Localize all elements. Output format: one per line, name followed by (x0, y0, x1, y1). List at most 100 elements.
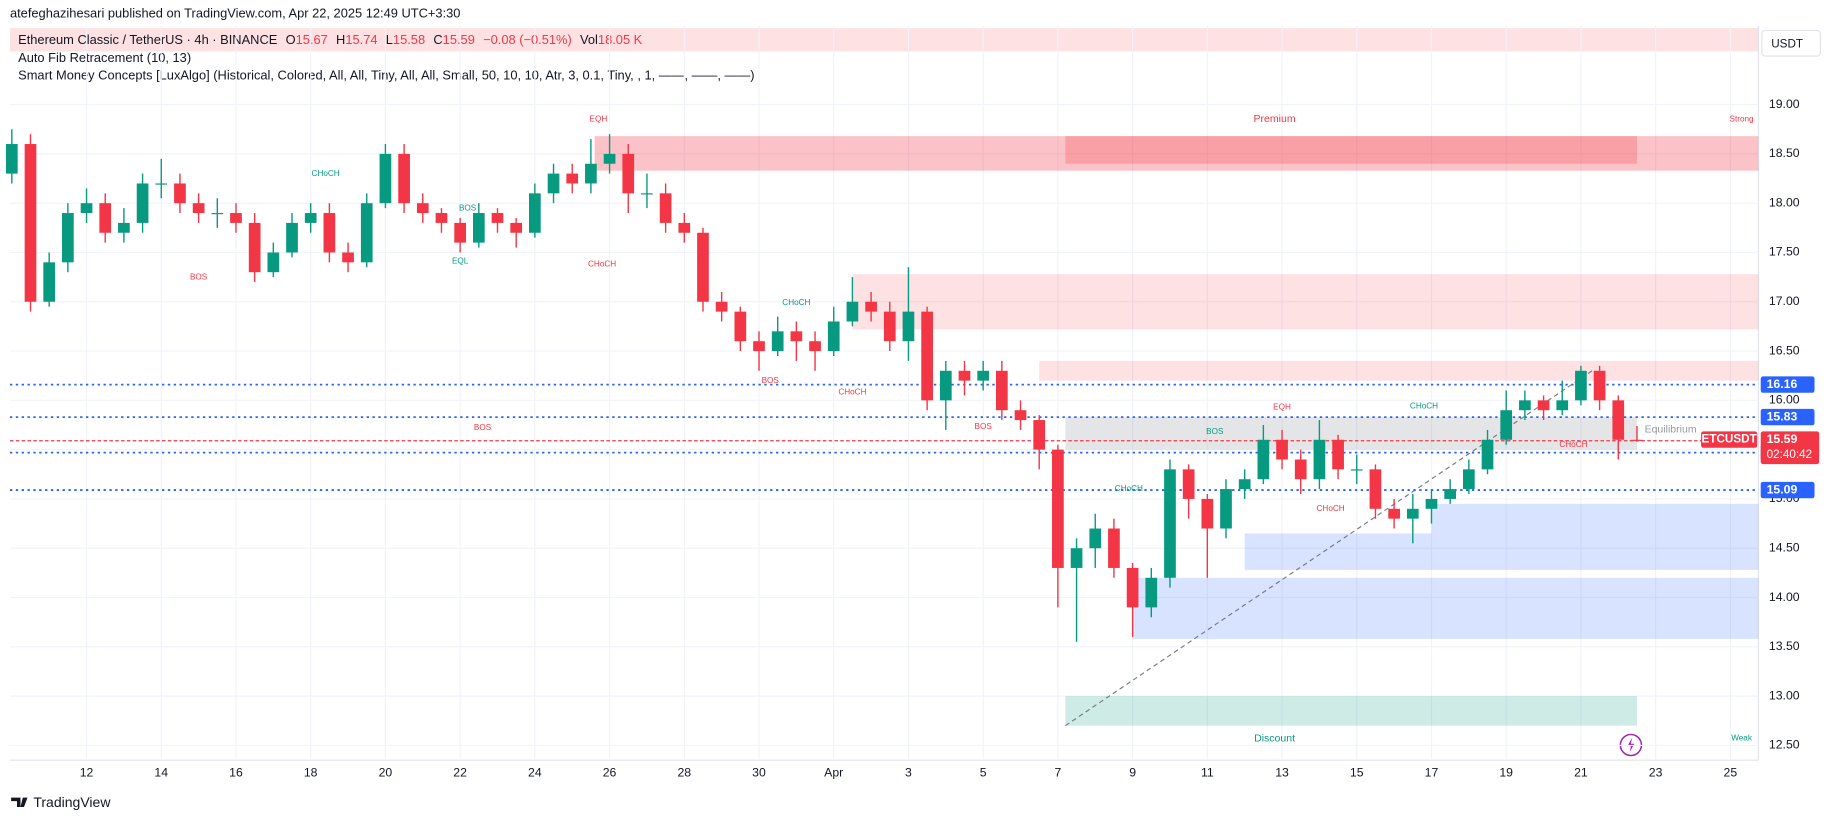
vol: 18.05 K (598, 32, 643, 47)
zone (1039, 360, 1759, 381)
candle-body (1406, 508, 1419, 519)
y-tick-label: 14.00 (1769, 590, 1800, 604)
candle-body (304, 213, 317, 223)
symbol-line: Ethereum Classic / TetherUS · 4h · BINAN… (18, 32, 643, 47)
candle-body (641, 193, 653, 195)
candle-body (472, 213, 485, 243)
candle-body (1444, 489, 1457, 499)
ohlc-key: C (433, 32, 442, 47)
x-tick-label: 12 (80, 765, 94, 779)
candle-body (1182, 469, 1195, 499)
x-tick-label: 22 (453, 765, 467, 779)
currency-box[interactable] (1761, 29, 1821, 57)
zone (1132, 577, 1759, 639)
candle-body (118, 222, 130, 233)
candle-body (1294, 459, 1307, 480)
annotation: CHoCH (1317, 504, 1345, 513)
ohlc-key: H (336, 32, 345, 47)
annotation: Strong (1730, 115, 1755, 124)
candle-body (1164, 469, 1176, 578)
candle-body (921, 311, 933, 401)
candle-body (547, 173, 560, 194)
candle-body (435, 213, 448, 223)
candle-body (809, 341, 821, 352)
annotation: Premium (1254, 113, 1296, 125)
countdown: 02:40:42 (1767, 448, 1813, 461)
candle-body (771, 331, 784, 352)
candle-body (1014, 410, 1027, 421)
candle-body (697, 232, 709, 302)
zone (1244, 533, 1759, 570)
candle-body (1631, 439, 1643, 441)
candle-body (1369, 469, 1382, 509)
level-label: 15.09 (1767, 482, 1798, 496)
annotation: BOS (474, 423, 492, 432)
level-label: 15.83 (1767, 409, 1798, 423)
candle-body (1070, 548, 1083, 568)
symbol: Ethereum Classic / TetherUS · 4h · BINAN… (18, 32, 278, 47)
candle-body (267, 252, 280, 273)
x-tick-label: 5 (980, 765, 987, 779)
x-tick-label: 30 (752, 765, 766, 779)
price-label-box (1760, 431, 1820, 465)
annotation: EQL (452, 257, 469, 266)
candle-body (24, 144, 37, 302)
y-tick-label: 18.00 (1769, 195, 1800, 209)
candle-body (1238, 479, 1251, 490)
candle-body (155, 183, 168, 185)
candle-body (80, 203, 93, 214)
candle-body (1612, 400, 1625, 440)
y-tick-label: 18.50 (1769, 146, 1800, 160)
level-label-box (1760, 376, 1815, 393)
candle-body (1425, 498, 1438, 509)
annotation: Weak (1731, 734, 1753, 743)
zone (594, 136, 1759, 171)
candle-body (827, 321, 840, 352)
x-tick-label: 25 (1724, 765, 1738, 779)
candle-body (977, 370, 990, 381)
ohlc-key: O (286, 32, 296, 47)
candle-body (230, 213, 242, 223)
candle-body (1537, 400, 1550, 411)
level-label: 16.16 (1767, 377, 1798, 391)
ohlc-key: L (386, 32, 393, 47)
x-tick-label: 11 (1201, 765, 1214, 779)
candle-body (379, 153, 392, 204)
candle-body (454, 222, 466, 243)
x-tick-label: 21 (1574, 765, 1588, 779)
y-tick-label: 16.50 (1769, 343, 1800, 357)
ohlc-value: 15.67 (296, 32, 328, 47)
published: atefeghazihesari published on TradingVie… (10, 5, 460, 20)
annotation: CHoCH (1559, 440, 1587, 449)
candle-body (1108, 528, 1120, 568)
annotation: CHoCH (782, 298, 810, 307)
y-tick-label: 17.00 (1769, 294, 1800, 308)
candle-body (715, 301, 728, 312)
x-tick-label: 18 (304, 765, 318, 779)
candle-body (1145, 577, 1158, 608)
symbol-label-box (1701, 431, 1758, 448)
ohlc-value: 15.59 (443, 32, 475, 47)
candle-body (491, 213, 504, 223)
candle-body (734, 311, 747, 342)
annotation: BOS (1206, 427, 1224, 436)
annotation: BOS (975, 422, 993, 431)
candle-body (360, 203, 373, 263)
candle-body (1257, 439, 1270, 480)
x-tick-label: 23 (1649, 765, 1663, 779)
y-tick-label: 19.00 (1769, 97, 1800, 111)
logo (11, 797, 28, 807)
annotation: BOS (459, 203, 477, 212)
candle-body (846, 301, 859, 322)
annotation: BOS (762, 376, 780, 385)
candle-body (585, 163, 597, 184)
candle-body (1313, 439, 1326, 480)
candle-body (1332, 439, 1344, 470)
x-tick-label: 26 (603, 765, 617, 779)
candle-body (1052, 449, 1064, 568)
x-tick-label: 3 (905, 765, 912, 779)
x-tick-label: 14 (154, 765, 168, 779)
candle-body (174, 183, 186, 204)
